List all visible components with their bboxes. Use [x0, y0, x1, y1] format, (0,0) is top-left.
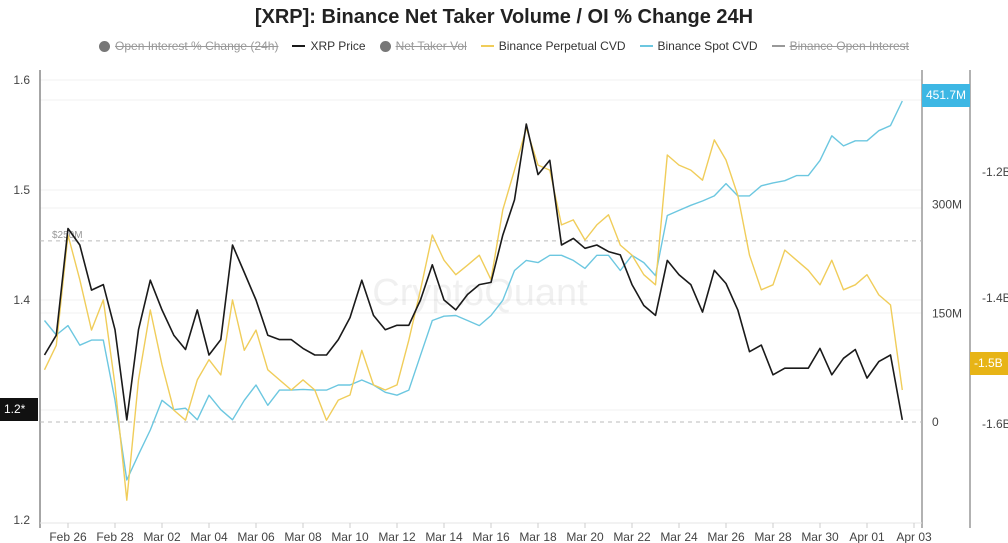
left-y-tick-label: 1.5: [13, 183, 30, 197]
x-tick-label: Mar 22: [613, 530, 651, 543]
legend-item[interactable]: Binance Open Interest: [771, 39, 909, 53]
line-marker-icon: [480, 45, 494, 47]
x-tick-label: Mar 10: [331, 530, 369, 543]
right-y-tick-label: -1.6B: [982, 417, 1008, 431]
x-tick-label: Mar 18: [519, 530, 557, 543]
x-tick-label: Mar 26: [707, 530, 745, 543]
xrp-price-line: [43, 123, 904, 421]
legend-item[interactable]: Net Taker Vol: [379, 39, 467, 53]
x-tick-label: Apr 01: [849, 530, 885, 543]
watermark-logo: CryptoQuant: [372, 272, 588, 314]
x-tick-label: Mar 02: [143, 530, 181, 543]
x-tick-label: Mar 16: [472, 530, 510, 543]
x-tick-label: Mar 12: [378, 530, 416, 543]
legend-item[interactable]: Binance Spot CVD: [639, 39, 758, 53]
legend-label: Net Taker Vol: [395, 39, 467, 53]
line-marker-icon: [292, 45, 306, 47]
middle-y-tick-label: 150M: [932, 306, 962, 320]
left-y-tick-label: 1.2: [13, 513, 30, 527]
legend: Open Interest % Change (24h) XRP Price Net…: [0, 39, 1008, 53]
legend-label: Binance Open Interest: [789, 39, 909, 53]
x-tick-label: Apr 03: [896, 530, 932, 543]
legend-item[interactable]: Open Interest % Change (24h): [99, 39, 278, 53]
middle-y-tick-label: 0: [932, 415, 939, 429]
line-marker-icon: [639, 45, 653, 47]
legend-label: Binance Perpetual CVD: [498, 39, 626, 53]
left-y-tick-label: 1.6: [13, 73, 30, 87]
middle-y-tick-label: 300M: [932, 198, 962, 212]
x-tick-label: Mar 08: [284, 530, 322, 543]
legend-item[interactable]: XRP Price: [292, 39, 366, 53]
perp-cvd-current-badge: -1.5B: [970, 352, 1008, 375]
legend-label: Open Interest % Change (24h): [115, 39, 279, 53]
binance-perpetual-cvd-line: [43, 127, 903, 501]
line-marker-icon: [771, 45, 785, 47]
x-tick-label: Mar 28: [754, 530, 792, 543]
right-y-tick-label: -1.2B: [982, 165, 1008, 179]
x-tick-label: Mar 04: [190, 530, 228, 543]
x-tick-label: Mar 06: [237, 530, 275, 543]
x-tick-label: Feb 26: [49, 530, 87, 543]
legend-item[interactable]: Binance Perpetual CVD: [480, 39, 626, 53]
spot-cvd-current-badge: 451.7M: [922, 84, 971, 107]
x-tick-label: Mar 14: [425, 530, 463, 543]
circle-marker-icon: [379, 40, 391, 52]
legend-label: Binance Spot CVD: [657, 39, 758, 53]
x-tick-label: Feb 28: [96, 530, 134, 543]
x-tick-label: Mar 30: [801, 530, 839, 543]
right-y-tick-label: -1.4B: [982, 291, 1008, 305]
x-tick-label: Mar 24: [660, 530, 698, 543]
legend-label: XRP Price: [310, 39, 366, 53]
binance-spot-cvd-line: [43, 100, 903, 481]
current-price-badge: 1.2*: [0, 398, 38, 421]
chart-title: [XRP]: Binance Net Taker Volume / OI % C…: [254, 6, 754, 28]
circle-marker-icon: [99, 40, 111, 52]
x-tick-label: Mar 20: [566, 530, 604, 543]
left-y-tick-label: 1.4: [13, 293, 30, 307]
